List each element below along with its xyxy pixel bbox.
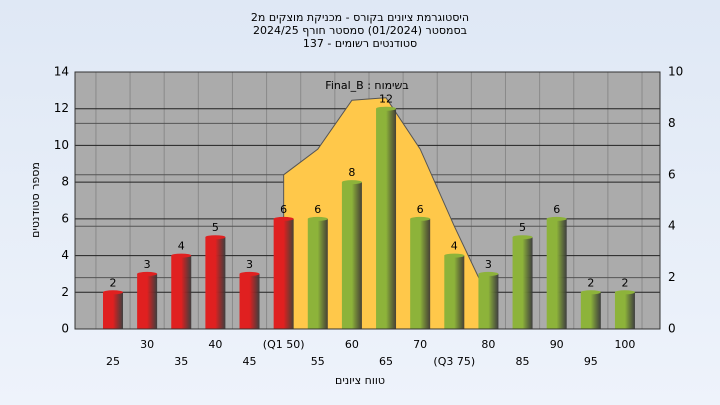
bar-top: [512, 235, 533, 240]
y-tick-label: 14: [54, 65, 69, 79]
value-label: 6: [417, 203, 424, 216]
bar: [546, 218, 567, 329]
bar-top: [546, 216, 567, 221]
value-label: 3: [246, 258, 253, 271]
y2-tick-label: 10: [668, 65, 683, 79]
bar: [137, 273, 158, 329]
y2-tick-label: 2: [668, 270, 676, 284]
value-label: 4: [178, 240, 185, 253]
y-tick-label: 6: [61, 211, 69, 225]
bar-top: [376, 106, 397, 111]
bar: [239, 273, 260, 329]
value-label: 3: [144, 258, 151, 271]
bar: [376, 108, 397, 329]
bar: [512, 237, 533, 329]
plot-border: [74, 71, 661, 330]
value-label: 3: [485, 258, 492, 271]
bar: [580, 292, 601, 329]
bar: [478, 273, 499, 329]
y2-tick-label: 8: [668, 116, 676, 130]
y-tick-label: 12: [54, 101, 69, 115]
x-tick-label: 100: [614, 338, 635, 351]
x-tick-label: 95: [584, 355, 598, 368]
x-tick-label: 85: [516, 355, 530, 368]
bar-top: [205, 235, 226, 240]
y-axis-label: מספר סטודנטים: [29, 162, 42, 238]
x-tick-label: 25: [106, 355, 120, 368]
bar-top: [171, 253, 192, 258]
value-label: 6: [553, 203, 560, 216]
bar-top: [273, 216, 294, 221]
value-label: 2: [110, 276, 117, 289]
value-label: 5: [519, 221, 526, 234]
bar-top: [478, 271, 499, 276]
bar-top: [444, 253, 465, 258]
y2-tick-label: 0: [668, 322, 676, 336]
value-label: 12: [379, 93, 393, 106]
x-axis-label: טווח ציונים: [335, 374, 385, 387]
chart-subtitle: בסמסטר (01/2024) סמסטר חורף 2024/25: [253, 24, 467, 37]
x-tick-label: 30: [140, 338, 154, 351]
y-tick-label: 8: [61, 175, 69, 189]
y2-tick-label: 4: [668, 219, 676, 233]
x-tick-label: 80: [481, 338, 495, 351]
bar-top: [580, 290, 601, 295]
y-tick-label: 0: [61, 322, 69, 336]
bar: [171, 255, 192, 329]
x-tick-label: (Q3 75): [433, 355, 475, 368]
bar-top: [137, 271, 158, 276]
value-label: 6: [280, 203, 287, 216]
bar: [614, 292, 635, 329]
bar-top: [341, 180, 362, 185]
value-label: 5: [212, 221, 219, 234]
bar-top: [410, 216, 431, 221]
value-label: 2: [621, 276, 628, 289]
x-tick-label: 90: [550, 338, 564, 351]
x-tick-label: 60: [345, 338, 359, 351]
bar-top: [307, 216, 328, 221]
value-label: 8: [348, 166, 355, 179]
bar: [410, 218, 431, 329]
y2-tick-label: 6: [668, 167, 676, 181]
y-tick-label: 2: [61, 285, 69, 299]
x-tick-label: 55: [311, 355, 325, 368]
annotation: Final_B : בשימוח: [325, 79, 408, 92]
x-tick-label: 35: [174, 355, 188, 368]
x-tick-label: 65: [379, 355, 393, 368]
chart-subtitle: סטודנטים רשומים - 137: [303, 37, 417, 50]
bar: [273, 218, 294, 329]
x-tick-label: 40: [208, 338, 222, 351]
bar: [307, 218, 328, 329]
bar: [341, 182, 362, 329]
bar-top: [239, 271, 260, 276]
y-tick-label: 10: [54, 138, 69, 152]
bar-top: [103, 290, 123, 295]
value-label: 6: [314, 203, 321, 216]
bar-top: [614, 290, 635, 295]
bar: [444, 255, 465, 329]
chart-title: היסטוגרמת ציונים בקורס - מכניקת מוצקים מ…: [251, 11, 469, 24]
x-tick-label: (Q1 50): [263, 338, 305, 351]
value-label: 2: [587, 276, 594, 289]
x-tick-label: 45: [243, 355, 257, 368]
bar: [205, 237, 226, 329]
y-tick-label: 4: [61, 248, 69, 262]
x-tick-label: 70: [413, 338, 427, 351]
value-label: 4: [451, 240, 458, 253]
bar: [103, 292, 123, 329]
